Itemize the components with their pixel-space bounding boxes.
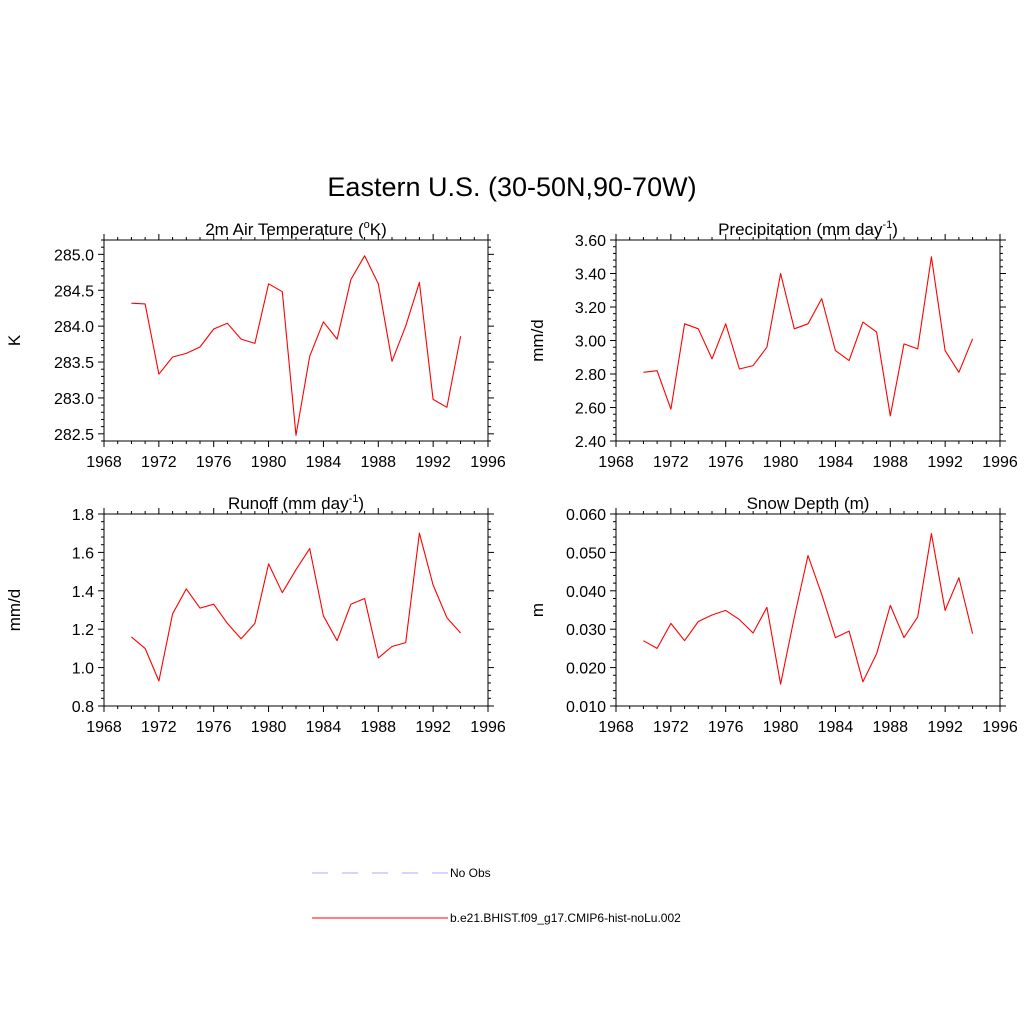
panel-1: 1968 1972 1976 1980 1984 1988 1992 1996 282.5 283… bbox=[5, 219, 506, 471]
y-tick-label: 284.0 bbox=[54, 319, 94, 336]
x-tick-label: 1968 bbox=[86, 719, 122, 736]
x-tick-label: 1976 bbox=[196, 454, 232, 471]
series-line bbox=[643, 533, 974, 685]
y-tick-label: 0.010 bbox=[566, 699, 606, 716]
y-tick-label: 0.020 bbox=[566, 661, 606, 678]
panel-title-tail: ) bbox=[358, 494, 364, 513]
y-tick-label: 1.4 bbox=[72, 584, 94, 601]
y-axis-label: K bbox=[5, 334, 24, 346]
panel-4: 1968 1972 1976 1980 1984 1988 1992 1996 0.010 0.0… bbox=[528, 494, 1018, 736]
panel-title-superscript: o bbox=[364, 219, 370, 231]
x-tick-label: 1976 bbox=[196, 719, 232, 736]
x-tick-label: 1992 bbox=[927, 719, 963, 736]
x-tick-label: 1996 bbox=[470, 719, 506, 736]
legend-model-label: b.e21.BHIST.f09_g17.CMIP6-hist-noLu.002 bbox=[450, 911, 681, 925]
y-tick-label: 2.60 bbox=[575, 401, 606, 418]
x-tick-label: 1988 bbox=[872, 454, 908, 471]
y-tick-label: 3.00 bbox=[575, 334, 606, 351]
x-tick-label: 1984 bbox=[818, 454, 854, 471]
x-tick-label: 1984 bbox=[306, 719, 342, 736]
y-tick-label: 283.5 bbox=[54, 355, 94, 372]
x-tick-label: 1984 bbox=[306, 454, 342, 471]
x-tick-label: 1988 bbox=[872, 719, 908, 736]
panels: 1968 1972 1976 1980 1984 1988 1992 1996 282.5 283… bbox=[5, 219, 1018, 736]
series-line bbox=[643, 256, 974, 417]
panel-title-superscript: -1 bbox=[882, 219, 892, 231]
x-tick-label: 1996 bbox=[982, 719, 1018, 736]
panel-title-tail: K) bbox=[370, 220, 387, 239]
y-tick-label: 282.5 bbox=[54, 427, 94, 444]
x-tick-label: 1972 bbox=[141, 454, 177, 471]
x-tick-label: 1984 bbox=[818, 719, 854, 736]
panel-title-superscript: -1 bbox=[349, 493, 359, 505]
series-line bbox=[131, 532, 462, 682]
x-tick-label: 1976 bbox=[708, 454, 744, 471]
y-axis-label: mm/d bbox=[528, 319, 547, 362]
y-tick-label: 3.60 bbox=[575, 233, 606, 250]
plot-frame bbox=[103, 239, 489, 442]
x-tick-label: 1972 bbox=[141, 719, 177, 736]
y-tick-label: 2.40 bbox=[575, 434, 606, 451]
y-tick-label: 1.0 bbox=[72, 661, 94, 678]
plot-frame bbox=[103, 513, 489, 707]
x-tick-label: 1972 bbox=[653, 454, 689, 471]
x-tick-label: 1972 bbox=[653, 719, 689, 736]
plot-frame bbox=[615, 239, 1001, 442]
y-tick-label: 1.2 bbox=[72, 622, 94, 639]
panel-title: Snow Depth (m) bbox=[747, 494, 870, 513]
y-tick-label: 285.0 bbox=[54, 247, 94, 264]
plot-frame bbox=[615, 513, 1001, 707]
x-tick-label: 1988 bbox=[360, 454, 396, 471]
y-axis-label: mm/d bbox=[5, 589, 24, 632]
y-axis-label: m bbox=[528, 603, 547, 617]
x-tick-label: 1980 bbox=[763, 719, 799, 736]
x-tick-label: 1976 bbox=[708, 719, 744, 736]
series-line bbox=[131, 255, 462, 436]
x-tick-label: 1980 bbox=[763, 454, 799, 471]
x-tick-label: 1988 bbox=[360, 719, 396, 736]
x-tick-label: 1996 bbox=[982, 454, 1018, 471]
figure-title: Eastern U.S. (30-50N,90-70W) bbox=[327, 172, 696, 202]
y-tick-label: 0.050 bbox=[566, 545, 606, 562]
panel-3: 1968 1972 1976 1980 1984 1988 1992 1996 0.8 1.0 1.… bbox=[5, 493, 506, 736]
panel-2: 1968 1972 1976 1980 1984 1988 1992 1996 2.40 2.60… bbox=[528, 219, 1018, 471]
x-tick-label: 1968 bbox=[86, 454, 122, 471]
x-tick-label: 1968 bbox=[598, 454, 634, 471]
y-tick-label: 3.40 bbox=[575, 267, 606, 284]
y-tick-label: 1.6 bbox=[72, 545, 94, 562]
legend: No Obs b.e21.BHIST.f09_g17.CMIP6-hist-no… bbox=[312, 866, 681, 925]
y-tick-label: 1.8 bbox=[72, 507, 94, 524]
panel-title: Runoff (mm day-1) bbox=[228, 493, 364, 513]
x-tick-label: 1992 bbox=[415, 454, 451, 471]
y-tick-label: 0.040 bbox=[566, 584, 606, 601]
x-tick-label: 1980 bbox=[251, 719, 287, 736]
y-tick-label: 2.80 bbox=[575, 367, 606, 384]
x-tick-label: 1996 bbox=[470, 454, 506, 471]
y-tick-label: 0.030 bbox=[566, 622, 606, 639]
panel-title: 2m Air Temperature (oK) bbox=[205, 219, 387, 239]
y-tick-label: 3.20 bbox=[575, 300, 606, 317]
x-tick-label: 1980 bbox=[251, 454, 287, 471]
y-tick-label: 0.8 bbox=[72, 699, 94, 716]
y-tick-label: 0.060 bbox=[566, 507, 606, 524]
panel-title: Precipitation (mm day-1) bbox=[718, 219, 898, 239]
panel-title-tail: ) bbox=[892, 220, 898, 239]
x-tick-label: 1968 bbox=[598, 719, 634, 736]
x-tick-label: 1992 bbox=[927, 454, 963, 471]
x-tick-label: 1992 bbox=[415, 719, 451, 736]
legend-obs-label: No Obs bbox=[450, 866, 491, 880]
y-tick-label: 284.5 bbox=[54, 283, 94, 300]
y-tick-label: 283.0 bbox=[54, 391, 94, 408]
